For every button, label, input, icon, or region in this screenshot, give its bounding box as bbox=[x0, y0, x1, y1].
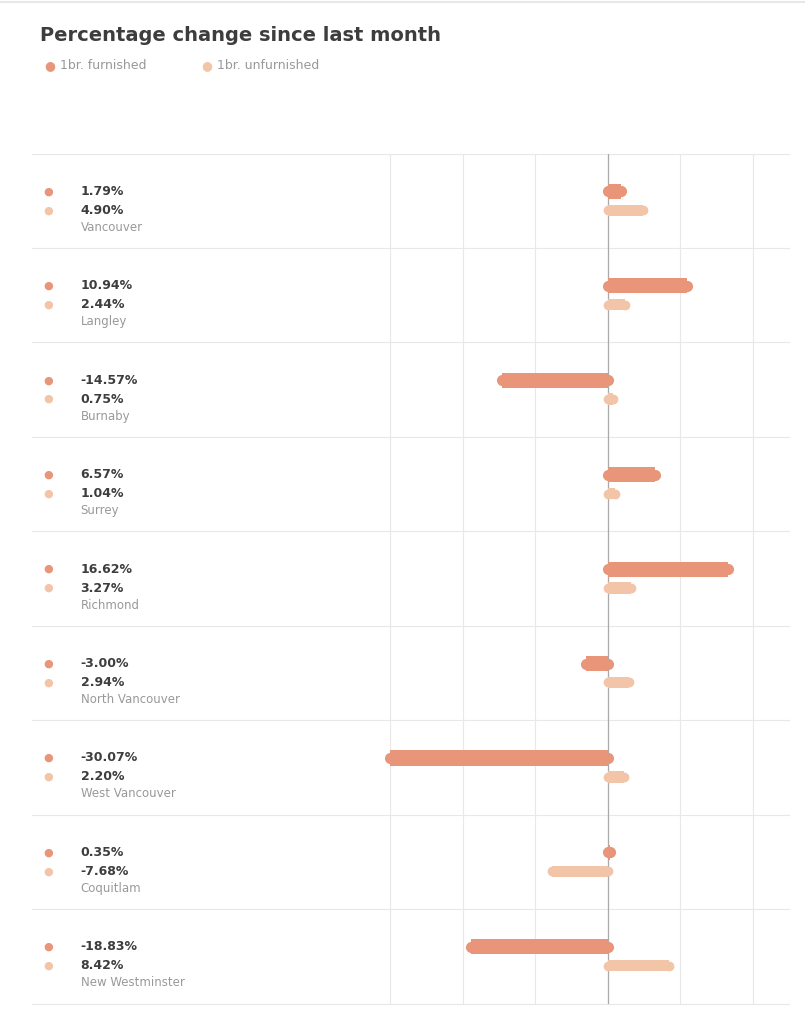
Text: ●: ● bbox=[43, 375, 53, 385]
Text: North Vancouver: North Vancouver bbox=[80, 693, 180, 706]
Text: 8.42%: 8.42% bbox=[80, 959, 124, 972]
Text: ●: ● bbox=[43, 848, 53, 857]
Bar bbox=[608, 279, 687, 293]
Text: Surrey: Surrey bbox=[80, 504, 119, 517]
Bar bbox=[608, 205, 643, 216]
Bar bbox=[472, 939, 608, 954]
Text: ●: ● bbox=[43, 942, 53, 952]
Text: 0.75%: 0.75% bbox=[80, 392, 124, 406]
Bar bbox=[608, 487, 615, 500]
Text: ●: ● bbox=[43, 772, 53, 782]
Text: ●: ● bbox=[43, 961, 53, 971]
Text: ●: ● bbox=[43, 205, 53, 215]
Bar bbox=[608, 393, 613, 404]
Text: 3.27%: 3.27% bbox=[80, 582, 124, 595]
Bar bbox=[552, 865, 608, 877]
Text: ●: ● bbox=[43, 564, 53, 574]
Text: 4.90%: 4.90% bbox=[80, 204, 124, 217]
Text: West Vancouver: West Vancouver bbox=[80, 787, 175, 801]
Text: Richmond: Richmond bbox=[80, 598, 139, 611]
Text: 10.94%: 10.94% bbox=[80, 280, 133, 292]
Text: -3.00%: -3.00% bbox=[80, 657, 129, 670]
Text: 1br. unfurnished: 1br. unfurnished bbox=[217, 59, 320, 72]
Text: ●: ● bbox=[43, 300, 53, 309]
Text: ●: ● bbox=[43, 658, 53, 669]
Text: ●: ● bbox=[43, 488, 53, 499]
Text: ●: ● bbox=[43, 583, 53, 593]
Bar bbox=[608, 299, 625, 310]
Bar bbox=[608, 677, 629, 688]
Text: ●: ● bbox=[43, 281, 53, 291]
Text: 16.62%: 16.62% bbox=[80, 562, 133, 575]
Text: 1.04%: 1.04% bbox=[80, 487, 124, 500]
Text: Burnaby: Burnaby bbox=[80, 410, 130, 423]
Bar bbox=[586, 656, 608, 671]
Text: 2.20%: 2.20% bbox=[80, 770, 124, 783]
Text: Percentage change since last month: Percentage change since last month bbox=[40, 26, 441, 45]
Text: ●: ● bbox=[44, 59, 56, 72]
Bar bbox=[390, 751, 608, 766]
Text: ●: ● bbox=[201, 59, 213, 72]
Text: ●: ● bbox=[43, 866, 53, 877]
Text: 1.79%: 1.79% bbox=[80, 185, 124, 198]
Text: 6.57%: 6.57% bbox=[80, 468, 124, 481]
Text: -18.83%: -18.83% bbox=[80, 940, 138, 953]
Text: ●: ● bbox=[43, 186, 53, 197]
Bar bbox=[608, 184, 621, 199]
Bar bbox=[608, 961, 669, 972]
Text: Vancouver: Vancouver bbox=[80, 221, 142, 233]
Bar bbox=[608, 561, 729, 577]
Bar bbox=[608, 845, 610, 860]
Text: ●: ● bbox=[43, 470, 53, 479]
Text: New Westminster: New Westminster bbox=[80, 976, 184, 989]
Text: ●: ● bbox=[43, 753, 53, 763]
Text: Langley: Langley bbox=[80, 315, 127, 329]
Text: 1br. furnished: 1br. furnished bbox=[60, 59, 147, 72]
Text: 2.44%: 2.44% bbox=[80, 298, 124, 311]
Bar bbox=[608, 583, 631, 594]
Text: ●: ● bbox=[43, 394, 53, 404]
Bar bbox=[608, 771, 624, 782]
Text: 2.94%: 2.94% bbox=[80, 676, 124, 689]
Text: -14.57%: -14.57% bbox=[80, 374, 138, 387]
Text: ●: ● bbox=[43, 678, 53, 687]
Text: -30.07%: -30.07% bbox=[80, 752, 138, 765]
Bar bbox=[608, 467, 655, 482]
Text: 0.35%: 0.35% bbox=[80, 846, 124, 859]
Text: Coquitlam: Coquitlam bbox=[80, 882, 141, 895]
Bar bbox=[502, 373, 608, 388]
Text: -7.68%: -7.68% bbox=[80, 865, 129, 878]
